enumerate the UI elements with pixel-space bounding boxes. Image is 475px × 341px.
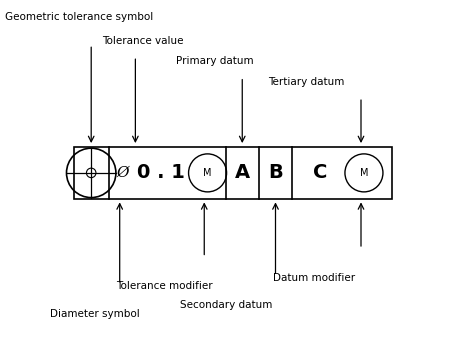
Text: M: M (360, 168, 368, 178)
Text: Tolerance modifier: Tolerance modifier (116, 281, 213, 291)
Text: Diameter symbol: Diameter symbol (50, 309, 140, 318)
Text: Datum modifier: Datum modifier (273, 273, 355, 283)
Text: Primary datum: Primary datum (176, 57, 253, 66)
Text: Ø: Ø (116, 166, 129, 180)
Text: Secondary datum: Secondary datum (180, 300, 273, 310)
Text: 0 . 1: 0 . 1 (137, 163, 185, 182)
Text: C: C (313, 163, 327, 182)
Text: Geometric tolerance symbol: Geometric tolerance symbol (5, 12, 153, 22)
Text: A: A (235, 163, 250, 182)
Bar (74, 147, 392, 199)
Text: M: M (203, 168, 212, 178)
Text: B: B (268, 163, 283, 182)
Text: Tertiary datum: Tertiary datum (268, 77, 345, 87)
Text: Tolerance value: Tolerance value (102, 36, 184, 46)
